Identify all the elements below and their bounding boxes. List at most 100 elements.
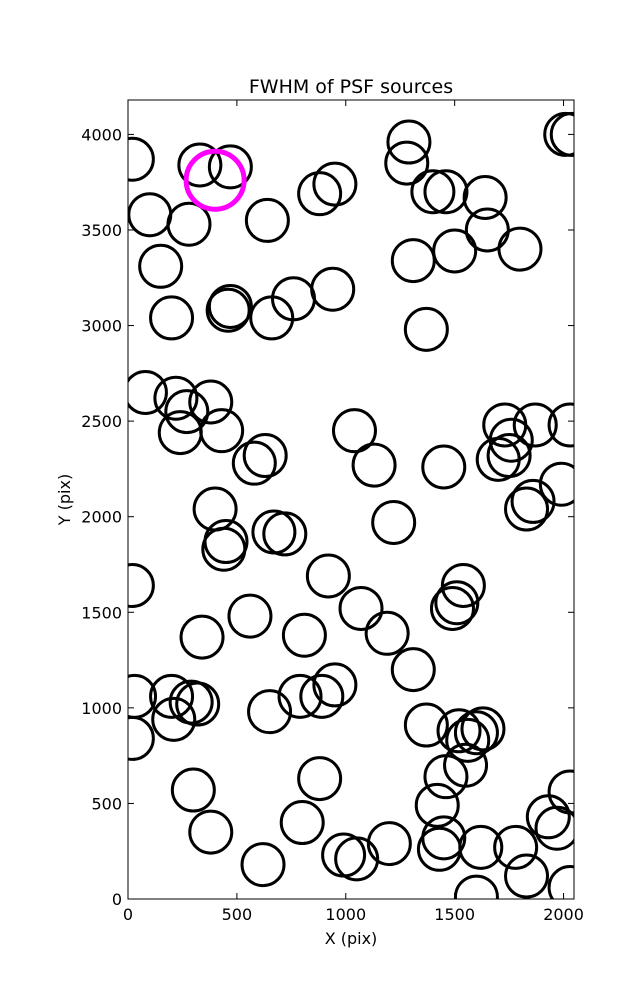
psf-source-marker xyxy=(464,207,510,253)
psf-source-marker xyxy=(227,593,273,639)
psf-source-marker xyxy=(331,408,377,454)
psf-source-marker xyxy=(201,526,247,572)
psf-source-marker xyxy=(279,800,325,846)
psf-source-marker xyxy=(166,201,212,247)
psf-source-marker xyxy=(242,433,288,479)
psf-source-marker xyxy=(504,486,550,532)
y-tick-label: 3000 xyxy=(81,317,122,336)
psf-source-marker xyxy=(486,433,532,479)
psf-source-marker xyxy=(179,614,225,660)
psf-source-marker xyxy=(277,673,323,719)
psf-source-marker xyxy=(390,238,436,284)
x-tick-label: 1500 xyxy=(434,905,475,924)
psf-source-marker xyxy=(151,696,197,742)
psf-source-marker xyxy=(231,440,277,486)
psf-source-marker xyxy=(128,192,173,238)
psf-source-marker xyxy=(423,169,469,215)
psf-source-marker xyxy=(247,689,293,735)
y-tick-label: 0 xyxy=(112,890,122,909)
psf-source-marker xyxy=(423,754,469,800)
psf-source-marker xyxy=(351,442,397,488)
psf-source-marker xyxy=(462,174,508,220)
psf-source-marker xyxy=(240,842,286,888)
psf-source-marker xyxy=(170,767,216,813)
psf-source-marker xyxy=(164,389,210,435)
psf-source-marker xyxy=(138,243,184,289)
y-tick-label: 2500 xyxy=(81,412,122,431)
psf-source-marker xyxy=(207,144,253,190)
y-tick-label: 500 xyxy=(91,794,122,813)
psf-source-marker xyxy=(366,821,412,867)
psf-source-marker xyxy=(403,306,449,352)
psf-source-marker xyxy=(432,228,478,274)
psf-source-marker xyxy=(321,832,367,878)
psf-source-marker xyxy=(384,140,430,186)
psf-source-marker xyxy=(525,794,571,840)
psf-source-marker xyxy=(310,266,356,312)
highlighted-source-marker xyxy=(183,148,247,212)
psf-source-marker xyxy=(297,756,343,802)
psf-source-marker xyxy=(128,136,155,182)
x-tick-label: 1000 xyxy=(325,905,366,924)
psf-source-marker xyxy=(128,369,168,415)
psf-source-marker xyxy=(386,119,432,165)
x-tick-label: 0 xyxy=(123,905,133,924)
psf-source-marker xyxy=(434,580,480,626)
psf-source-marker xyxy=(207,283,253,329)
psf-source-marker xyxy=(153,375,199,421)
y-tick-label: 3500 xyxy=(81,221,122,240)
psf-source-marker xyxy=(453,710,499,756)
psf-source-marker xyxy=(175,681,221,727)
markers-layer xyxy=(128,111,574,899)
y-tick-label: 2000 xyxy=(81,508,122,527)
psf-source-marker xyxy=(244,197,290,243)
psf-source-marker xyxy=(149,295,195,341)
psf-source-marker xyxy=(334,836,380,882)
ticks-layer: 0 500 1000 1500 2000 0 500 1000 1500 2000 2500 3000… xyxy=(81,100,584,924)
x-axis-label: X (pix) xyxy=(325,929,378,948)
y-tick-label: 1500 xyxy=(81,603,122,622)
plot-frame xyxy=(127,99,575,900)
x-tick-label: 500 xyxy=(222,905,253,924)
psf-source-marker xyxy=(128,715,155,761)
psf-source-marker xyxy=(497,226,543,272)
psf-source-marker xyxy=(403,702,449,748)
y-tick-label: 4000 xyxy=(81,125,122,144)
psf-source-marker xyxy=(414,782,460,828)
psf-source-marker xyxy=(299,673,345,719)
psf-source-marker xyxy=(177,142,223,188)
psf-source-marker xyxy=(547,865,574,899)
psf-source-marker xyxy=(493,824,539,870)
psf-source-marker xyxy=(445,717,491,763)
psf-source-marker xyxy=(281,612,327,658)
psf-source-marker xyxy=(390,647,436,693)
chart-title: FWHM of PSF sources xyxy=(249,76,453,98)
psf-source-marker xyxy=(549,111,574,157)
psf-source-marker xyxy=(504,853,550,899)
psf-source-marker xyxy=(297,171,343,217)
psf-source-marker xyxy=(188,809,234,855)
psf-source-marker xyxy=(128,563,155,609)
psf-source-marker xyxy=(547,402,574,448)
x-tick-label: 2000 xyxy=(543,905,584,924)
psf-source-marker xyxy=(453,874,499,899)
psf-source-marker xyxy=(205,287,251,333)
psf-source-marker xyxy=(436,708,482,754)
psf-source-marker xyxy=(512,402,558,448)
psf-source-marker xyxy=(371,499,417,545)
y-tick-label: 1000 xyxy=(81,699,122,718)
psf-source-marker xyxy=(338,585,384,631)
psf-source-marker xyxy=(488,417,534,463)
psf-source-marker xyxy=(460,706,506,752)
psf-source-marker xyxy=(421,444,467,490)
psf-source-marker xyxy=(510,478,556,524)
psf-source-marker xyxy=(458,824,504,870)
psf-source-marker xyxy=(429,585,475,631)
psf-source-marker xyxy=(364,610,410,656)
psf-source-marker xyxy=(410,169,456,215)
psf-source-marker xyxy=(538,461,574,507)
psf-source-marker xyxy=(199,408,245,454)
y-axis-label: Y (pix) xyxy=(55,474,74,526)
psf-source-marker xyxy=(547,769,574,815)
